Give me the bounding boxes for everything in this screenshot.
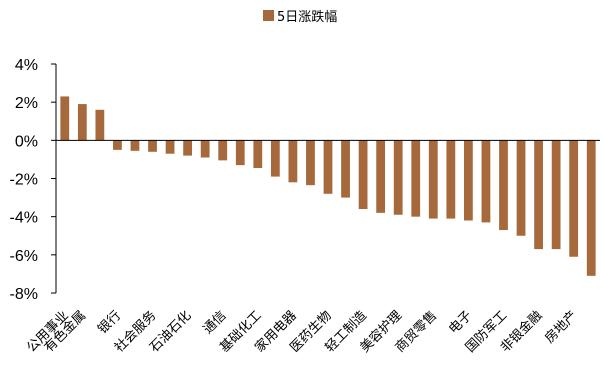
bar-category-5 bbox=[130, 140, 140, 151]
legend-label-5日涨跌幅: 5日涨跌幅 bbox=[277, 9, 337, 25]
bar-通信 bbox=[218, 140, 228, 161]
bar-轻工制造 bbox=[358, 140, 368, 210]
bar-银行 bbox=[113, 140, 122, 150]
bar-category-21 bbox=[411, 140, 421, 217]
bar-医药生物 bbox=[323, 140, 333, 194]
x-tick-label: 银行 bbox=[95, 308, 124, 337]
y-tick-label: 0% bbox=[15, 133, 38, 150]
bar-石油石化 bbox=[183, 140, 192, 156]
bar-美容护理 bbox=[393, 140, 403, 215]
bar-category-15 bbox=[306, 140, 315, 186]
bar-category-23 bbox=[446, 140, 456, 219]
y-tick-label: 2% bbox=[15, 95, 38, 112]
bar-非银金融 bbox=[534, 140, 543, 250]
y-tick-label: 4% bbox=[15, 57, 38, 74]
bar-房地产 bbox=[569, 140, 579, 257]
x-tick-label: 房地产 bbox=[542, 308, 581, 347]
y-tick-label: -4% bbox=[10, 210, 38, 227]
bar-商贸零售 bbox=[428, 140, 438, 219]
bars bbox=[60, 96, 596, 276]
y-axis: 4% 2% 0% -2% -4% -6% -8% bbox=[10, 57, 57, 303]
bar-category-27 bbox=[516, 140, 526, 236]
bar-社会服务 bbox=[148, 140, 157, 152]
x-tick-label: 电子 bbox=[446, 308, 475, 337]
y-tick-label: -6% bbox=[10, 248, 38, 265]
bar-国防军工 bbox=[499, 140, 508, 231]
x-tick-label: 通信 bbox=[201, 308, 230, 337]
bar-公用事业 bbox=[60, 96, 70, 141]
bar-category-19 bbox=[376, 140, 386, 213]
bar-category-31 bbox=[586, 140, 596, 276]
bar-category-7 bbox=[165, 140, 175, 154]
legend: 5日涨跌幅 bbox=[263, 9, 337, 25]
bar-category-11 bbox=[235, 140, 245, 166]
bar-category-9 bbox=[200, 140, 210, 158]
bar-电子 bbox=[464, 140, 473, 221]
legend-swatch bbox=[263, 10, 274, 21]
bar-category-3 bbox=[95, 109, 105, 141]
bar-category-13 bbox=[270, 140, 280, 177]
bar-category-17 bbox=[341, 140, 350, 198]
bar-基础化工 bbox=[253, 140, 263, 169]
bar-category-29 bbox=[551, 140, 561, 250]
bar-有色金属 bbox=[77, 104, 87, 141]
y-tick-label: -8% bbox=[10, 286, 38, 303]
y-tick-label: -2% bbox=[10, 172, 38, 189]
bar-category-25 bbox=[481, 140, 491, 223]
bar-家用电器 bbox=[288, 140, 298, 183]
